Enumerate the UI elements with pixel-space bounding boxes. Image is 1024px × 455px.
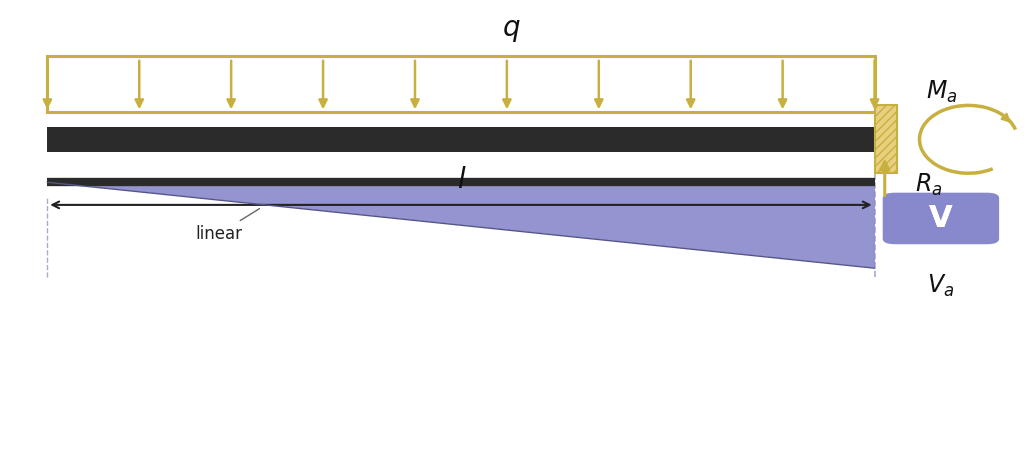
Polygon shape (47, 182, 874, 268)
Bar (47, 56, 874, 112)
Bar (874, 106, 897, 173)
Text: $M_a$: $M_a$ (926, 79, 957, 105)
Text: $R_a$: $R_a$ (915, 172, 943, 197)
Bar (47, 126, 874, 152)
Text: l: l (457, 166, 465, 193)
Text: V: V (929, 204, 952, 233)
Text: linear: linear (196, 208, 259, 243)
Text: V: V (929, 204, 952, 233)
Text: $V_a$: $V_a$ (928, 273, 954, 299)
Text: q: q (503, 14, 521, 42)
FancyBboxPatch shape (883, 192, 999, 244)
